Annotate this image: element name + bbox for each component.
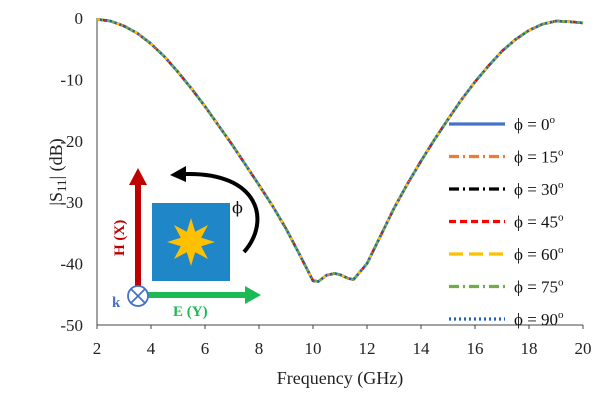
axes [96, 18, 583, 326]
legend-degree-mark: o [558, 244, 564, 256]
legend-degree-mark: o [558, 309, 564, 321]
k-cross-2 [130, 288, 146, 304]
legend-label: ϕ = 0o [514, 114, 556, 134]
legend-label: ϕ = 45o [514, 212, 564, 232]
legend-label-text: ϕ = 60 [514, 245, 558, 264]
x-axis-title: Frequency (GHz) [277, 368, 403, 389]
x-tick-label: 14 [413, 339, 431, 358]
polarization-inset: H (X) E (Y) k ϕ [112, 166, 261, 320]
x-tick-label: 8 [255, 339, 264, 358]
series-lines [96, 17, 584, 283]
series-line [96, 17, 584, 283]
y-tick-label: -20 [60, 132, 83, 151]
y-tick-label: -10 [60, 70, 83, 89]
svg-text:|S11| (dB): |S11| (dB) [46, 138, 69, 205]
phi-label: ϕ [232, 198, 243, 217]
x-tick-label: 10 [305, 339, 322, 358]
x-tick-label: 18 [521, 339, 538, 358]
x-tick-label: 16 [467, 339, 484, 358]
legend-label: ϕ = 30o [514, 179, 564, 199]
y-axis-title: |S11| (dB) [46, 138, 69, 205]
x-tick-label: 2 [93, 339, 102, 358]
legend-degree-mark: o [558, 277, 564, 289]
y-axis-title-tail: | (dB) [46, 138, 67, 179]
legend-degree-mark: o [550, 114, 556, 126]
legend-label-text: ϕ = 90 [514, 310, 558, 329]
legend-label-text: ϕ = 15 [514, 148, 558, 167]
h-field-label: H (X) [112, 220, 128, 256]
y-tick-label: 0 [75, 9, 84, 28]
legend-label-text: ϕ = 0 [514, 115, 550, 134]
phi-arrowhead [170, 166, 186, 182]
phi-rotation-arrow [184, 171, 260, 254]
legend-label-text: ϕ = 45 [514, 213, 558, 232]
e-field-label: E (Y) [173, 304, 208, 320]
legend-label: ϕ = 15o [514, 147, 564, 167]
x-tick-label: 6 [201, 339, 210, 358]
tick-labels: 2 4 6 8 10 12 14 16 18 20 0 -10 -20 -30 -40 -50 [60, 9, 591, 358]
e-arrowhead [245, 286, 261, 304]
legend-label: ϕ = 90o [514, 309, 564, 329]
h-arrowhead [129, 168, 147, 185]
legend-degree-mark: o [558, 179, 564, 191]
x-tick-label: 20 [575, 339, 592, 358]
legend-degree-mark: o [558, 212, 564, 224]
x-tick-label: 4 [147, 339, 156, 358]
legend-label-text: ϕ = 75 [514, 278, 558, 297]
legend-label: ϕ = 60o [514, 244, 564, 264]
y-axis-title-sub: 11 [54, 179, 69, 192]
k-label: k [112, 295, 121, 311]
y-axis-title-main: |S [46, 192, 66, 206]
star-icon [167, 218, 215, 266]
legend-label: ϕ = 75o [514, 277, 564, 297]
y-tick-label: -50 [60, 316, 83, 335]
legend-label-text: ϕ = 30 [514, 180, 558, 199]
y-tick-label: -30 [60, 193, 83, 212]
x-tick-label: 12 [359, 339, 376, 358]
legend-degree-mark: o [558, 147, 564, 159]
y-tick-label: -40 [60, 255, 83, 274]
